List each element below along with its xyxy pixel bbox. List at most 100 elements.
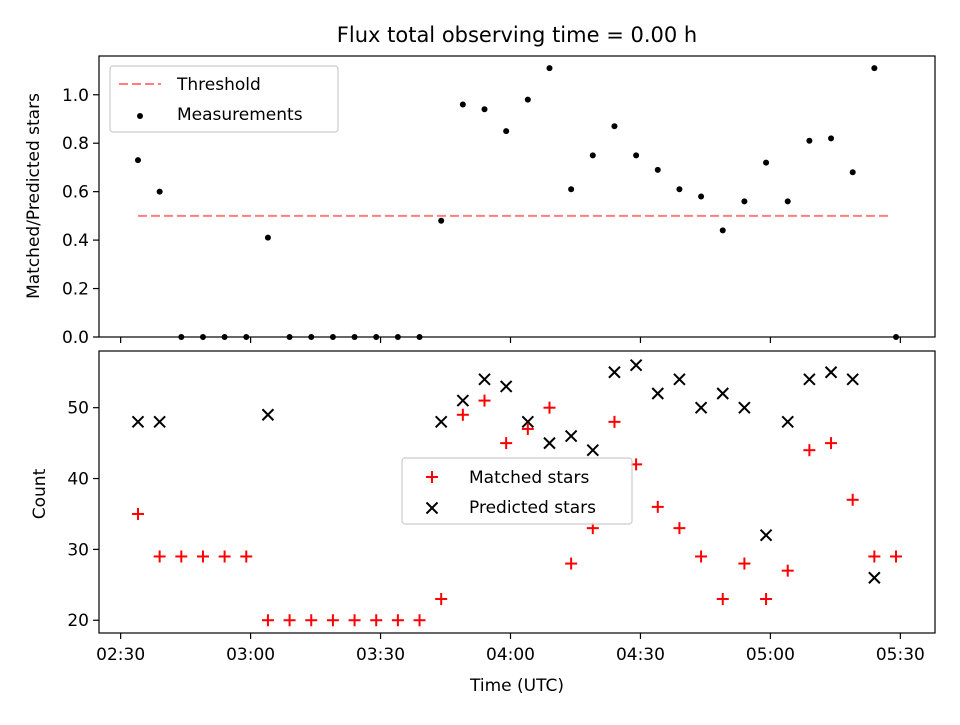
predicted-star-point xyxy=(153,415,166,429)
predicted-star-point xyxy=(261,408,275,421)
measurement-point xyxy=(849,169,856,176)
measurement-point xyxy=(806,137,813,144)
matched-stars-legend-swatch xyxy=(426,471,438,483)
bottom-x-tick-label: 03:30 xyxy=(356,645,405,665)
predicted-star-point-b xyxy=(673,373,686,386)
predicted-star-point xyxy=(673,373,686,386)
measurement-point xyxy=(741,198,748,205)
matched-star-point xyxy=(478,394,491,407)
threshold-legend-label: Threshold xyxy=(176,75,261,95)
bottom-y-tick-label: 40 xyxy=(67,470,89,490)
measurement-point xyxy=(763,159,770,166)
top-plot: 0.0 0.2 0.4 0.6 0.8 1.0 Threshold Measurements xyxy=(62,55,936,348)
predicted-star-point-b xyxy=(781,415,794,429)
matched-star-point xyxy=(651,500,664,513)
measurement-point xyxy=(611,123,618,130)
bottom-plot: 20 30 40 50 02:30 03:00 03:30 04:00 04:30 05:00 05… xyxy=(67,350,936,665)
measurement-point xyxy=(698,193,705,200)
measurement-point xyxy=(264,234,271,241)
top-y-tick-label: 0.2 xyxy=(62,280,89,300)
predicted-star-point xyxy=(131,415,145,429)
matched-star-point xyxy=(413,614,426,627)
matched-star-point xyxy=(803,444,816,457)
top-legend: Threshold Measurements xyxy=(109,65,339,133)
predicted-star-point-b xyxy=(586,443,600,457)
matched-star-point xyxy=(781,564,794,577)
predicted-star-point-b xyxy=(868,571,881,584)
top-y-axis-label: Matched/Predicted stars xyxy=(24,93,44,299)
predicted-star-point-b xyxy=(434,415,448,429)
measurement-point xyxy=(503,128,510,135)
matched-star-point xyxy=(175,550,188,563)
predicted-stars-legend-label: Predicted stars xyxy=(469,498,596,518)
measurement-point xyxy=(156,188,163,195)
matched-star-point xyxy=(456,408,469,421)
predicted-star-point-b xyxy=(651,387,664,400)
top-y-tick-label: 0.4 xyxy=(62,231,89,251)
predicted-star-point-b xyxy=(564,429,578,443)
bottom-x-tick-label: 03:00 xyxy=(226,645,275,665)
predicted-star-point xyxy=(694,401,708,414)
bottom-y-tick-label: 20 xyxy=(67,611,89,631)
measurement-point xyxy=(719,227,726,234)
measurement-point xyxy=(459,101,466,108)
measurement-point xyxy=(568,186,575,193)
predicted-star-point xyxy=(781,415,794,429)
bottom-y-tick-label: 50 xyxy=(67,399,89,419)
top-chart-title: Flux total observing time = 0.00 h xyxy=(337,23,697,47)
predicted-star-point xyxy=(651,387,664,400)
measurement-point xyxy=(134,157,141,164)
bottom-y-axis-label: Count xyxy=(30,468,50,519)
top-y-tick-label: 1.0 xyxy=(62,86,89,106)
bottom-x-tick-label: 04:30 xyxy=(616,645,665,665)
matched-star-point xyxy=(890,550,903,563)
predicted-star-point-b xyxy=(131,415,145,429)
matched-star-point xyxy=(305,614,318,627)
predicted-star-point xyxy=(824,366,838,379)
bottom-legend-box xyxy=(401,457,633,525)
measurements-legend-swatch xyxy=(137,113,143,119)
predicted-star-point-b xyxy=(824,366,838,379)
matched-star-point xyxy=(218,550,231,563)
matched-star-point xyxy=(543,401,556,414)
top-y-tick-label: 0.0 xyxy=(62,328,89,348)
predicted-star-point xyxy=(868,571,881,584)
matched-star-point xyxy=(673,522,686,535)
bottom-x-tick-label: 05:30 xyxy=(876,645,925,665)
top-axes-frame xyxy=(98,55,936,338)
measurement-point xyxy=(546,65,553,72)
predicted-star-point xyxy=(846,373,859,386)
matched-star-point xyxy=(695,550,708,563)
predicted-star-point xyxy=(586,443,600,457)
predicted-star-point xyxy=(543,436,556,450)
predicted-star-point xyxy=(564,429,578,443)
predicted-star-point-b xyxy=(608,366,621,379)
predicted-star-point-b xyxy=(759,529,773,542)
matched-star-point xyxy=(521,422,534,435)
bottom-axes-frame xyxy=(98,350,936,634)
matched-star-point xyxy=(738,557,751,570)
predicted-stars-legend-swatch xyxy=(425,501,439,515)
top-y-tick-label: 0.8 xyxy=(62,134,89,154)
matched-star-point xyxy=(760,592,773,605)
matched-star-point xyxy=(716,592,729,605)
predicted-stars-legend-swatch-b xyxy=(425,501,439,515)
predicted-star-point-b xyxy=(521,415,535,429)
matched-star-point xyxy=(153,550,166,563)
measurement-point xyxy=(524,96,531,103)
matched-star-point xyxy=(196,550,209,563)
matched-star-point xyxy=(500,437,513,450)
predicted-star-point-b xyxy=(694,401,708,414)
predicted-star-point xyxy=(499,380,513,393)
bottom-x-tick-label: 04:00 xyxy=(486,645,535,665)
predicted-star-point-b xyxy=(499,380,513,393)
matched-star-point xyxy=(240,550,253,563)
matched-star-point xyxy=(391,614,404,627)
measurement-point xyxy=(633,152,640,159)
measurement-point xyxy=(481,106,488,113)
top-legend-box xyxy=(109,65,339,133)
matched-star-point xyxy=(326,614,339,627)
matched-star-point xyxy=(868,550,881,563)
matched-star-point xyxy=(565,557,578,570)
predicted-star-point-b xyxy=(261,408,275,421)
